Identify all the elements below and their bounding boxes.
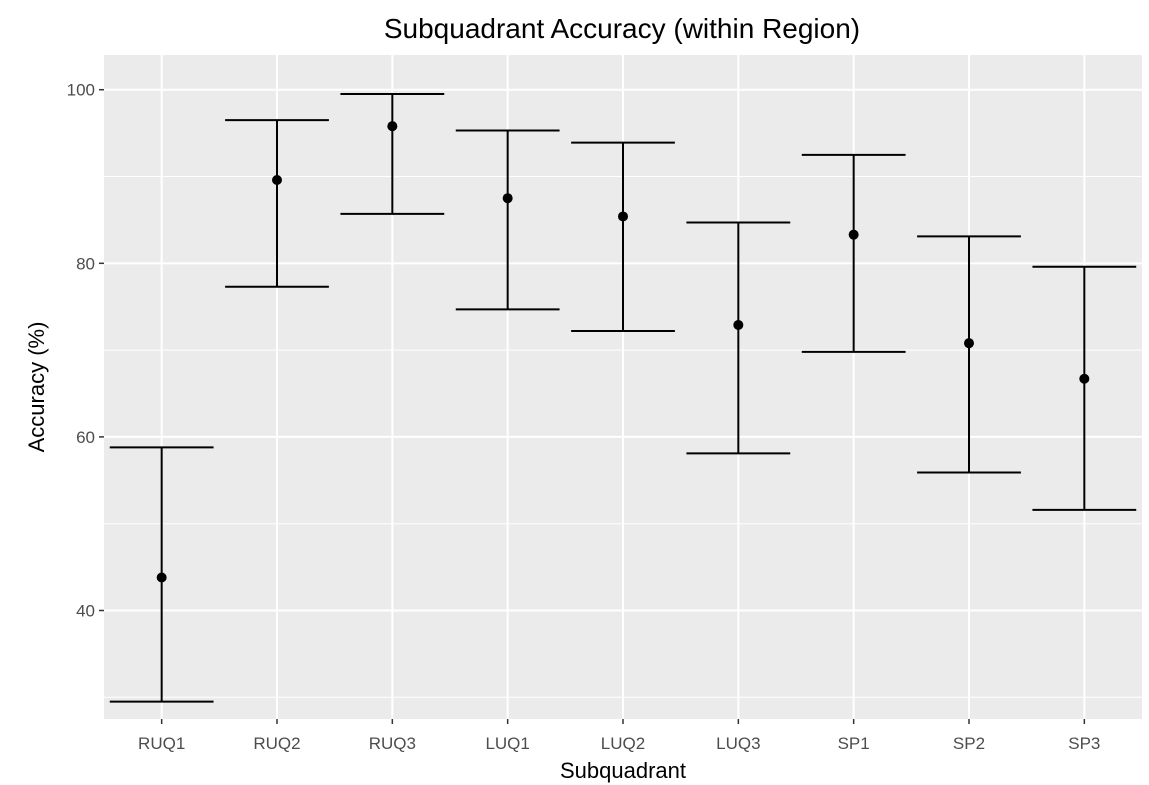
error-bar-ruq3 [340,93,445,215]
data-point [618,211,628,222]
x-tick-label: SP3 [1068,734,1100,753]
x-axis-ticks: RUQ1 RUQ2 RUQ3 LUQ1 LUQ2 LUQ3 SP1 SP2 SP3 [138,719,1100,753]
y-axis-title: Accuracy (%) [24,322,49,453]
data-point [964,338,974,349]
y-tick-label: 40 [76,602,95,621]
data-point [156,572,167,583]
x-tick-label: LUQ3 [716,734,760,753]
y-tick-label: 80 [76,254,95,273]
error-bar-ruq1 [109,446,214,703]
data-point [1079,373,1090,384]
x-tick-label: SP1 [838,734,870,753]
x-tick-label: SP2 [953,734,985,753]
error-bar-sp3 [1032,265,1137,511]
error-bar-ruq2 [225,119,329,288]
x-axis-title: Subquadrant [560,758,686,783]
error-bar-luq3 [686,221,791,455]
data-point [733,319,744,330]
x-tick-label: LUQ2 [601,734,645,753]
error-bar-sp2 [917,235,1021,474]
error-bar-luq1 [455,129,560,311]
x-tick-label: RUQ1 [138,734,185,753]
data-point [848,229,859,240]
data-point [387,121,398,132]
error-bar-sp1 [801,153,906,353]
error-bar-luq2 [571,141,675,333]
data-point [502,193,513,204]
x-tick-label: RUQ3 [369,734,416,753]
x-tick-label: LUQ1 [485,734,529,753]
chart-title: Subquadrant Accuracy (within Region) [384,13,860,44]
x-tick-label: RUQ2 [253,734,300,753]
y-tick-label: 100 [67,81,95,100]
error-bars [109,93,1137,703]
y-tick-label: 60 [76,428,95,447]
y-axis-ticks: 40 60 80 100 [67,81,104,621]
data-point [272,174,282,185]
